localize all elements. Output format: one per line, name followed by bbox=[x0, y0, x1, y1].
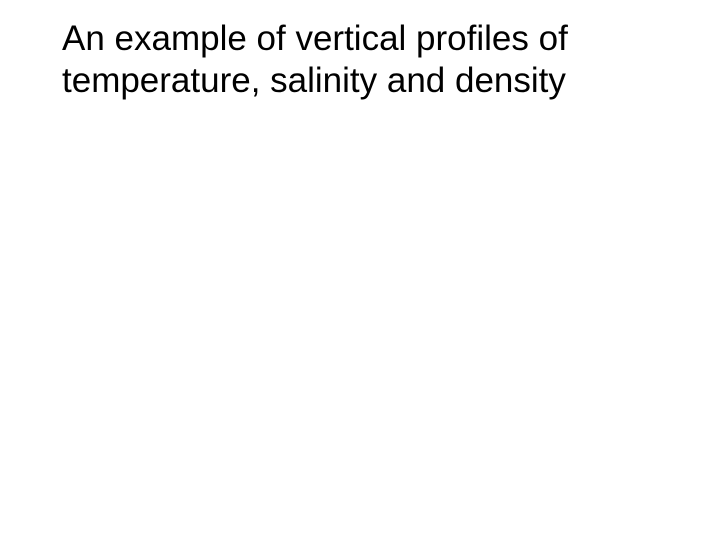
slide: An example of vertical profiles of tempe… bbox=[0, 0, 720, 540]
slide-title: An example of vertical profiles of tempe… bbox=[62, 18, 672, 102]
